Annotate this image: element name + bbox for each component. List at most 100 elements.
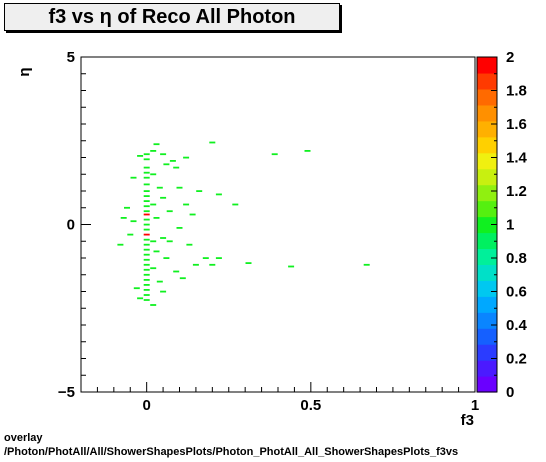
data-cell — [166, 210, 173, 213]
axes: 0 0.5 1 −5 0 5 f3 η — [16, 49, 479, 429]
data-cell — [143, 195, 150, 197]
data-cell — [150, 240, 157, 243]
palette-tick-label: 0.4 — [506, 317, 528, 334]
data-cell — [176, 227, 183, 229]
palette-swatch — [477, 200, 497, 218]
data-cell — [143, 218, 150, 221]
palette-swatch — [477, 312, 497, 329]
data-cell — [143, 233, 150, 236]
data-cell — [143, 200, 150, 202]
data-cell — [143, 294, 150, 296]
data-cell — [153, 217, 160, 219]
data-cell — [150, 267, 157, 270]
y-tick-label: 0 — [67, 217, 75, 234]
data-cell — [143, 228, 150, 231]
footer-line-1: overlay — [4, 432, 43, 444]
data-cell — [143, 205, 150, 208]
data-cell — [143, 176, 150, 179]
data-cell — [143, 210, 150, 213]
data-cell — [150, 304, 157, 306]
data-cell — [143, 238, 150, 241]
palette-swatch — [477, 296, 497, 313]
data-cell — [143, 158, 150, 161]
palette-swatch — [477, 376, 497, 393]
data-cell — [196, 190, 203, 192]
data-cell — [143, 253, 150, 256]
data-cell — [189, 213, 196, 216]
data-cell — [156, 186, 163, 189]
data-cell — [143, 171, 150, 174]
data-cell — [143, 153, 150, 156]
data-cell — [150, 173, 157, 176]
y-tick-label: 5 — [67, 49, 75, 66]
data-cell — [209, 263, 216, 266]
data-cell — [232, 203, 239, 206]
palette-swatch — [477, 72, 497, 90]
data-cell — [143, 268, 150, 271]
data-cell — [176, 186, 183, 189]
data-cell — [143, 273, 150, 276]
palette-swatch — [477, 360, 497, 377]
palette-tick-label: 2 — [506, 49, 514, 66]
data-cell — [183, 156, 190, 159]
data-cell — [117, 243, 124, 246]
data-cell — [363, 263, 370, 266]
palette-tick-label: 1 — [506, 217, 514, 234]
palette-tick-label: 0.6 — [506, 284, 527, 301]
palette-swatch — [477, 232, 497, 250]
data-cell — [271, 153, 278, 156]
data-cell — [127, 233, 134, 236]
y-axis-label: η — [16, 67, 33, 76]
palette-tick-label: 1.6 — [506, 116, 527, 133]
data-cell — [153, 250, 160, 253]
data-cell — [143, 279, 150, 281]
palette-swatch — [477, 280, 497, 297]
color-palette: 0 0.2 0.4 0.6 0.8 1 1.2 1.4 1.6 1.8 2 — [476, 49, 528, 401]
data-cell — [245, 262, 252, 264]
data-cell — [156, 280, 163, 283]
data-cell — [215, 193, 222, 196]
data-cell — [143, 213, 150, 216]
palette-tick-label: 0.2 — [506, 351, 527, 368]
data-cell — [133, 287, 140, 290]
data-cell — [169, 160, 176, 162]
palette-swatch — [477, 264, 497, 281]
data-cell — [288, 265, 295, 268]
data-cell — [143, 248, 150, 251]
data-cell — [143, 166, 150, 169]
data-cell — [173, 270, 180, 273]
palette-swatch — [477, 136, 497, 154]
data-cell — [160, 153, 167, 156]
data-cell — [215, 257, 222, 259]
data-cell — [143, 258, 150, 261]
palette-tick-label: 0 — [506, 384, 514, 401]
title-box: f3 vs η of Reco All Photon — [4, 3, 340, 31]
data-cell — [163, 163, 170, 166]
plot-frame — [80, 56, 476, 393]
data-cell — [143, 243, 150, 246]
data-cell — [143, 263, 150, 266]
palette-swatch — [477, 328, 497, 345]
data-cell — [143, 223, 150, 226]
data-cell — [153, 143, 160, 146]
footer-line-2: /Photon/PhotAll/All/ShowerShapesPlots/Ph… — [4, 446, 459, 458]
data-cell — [160, 196, 167, 199]
data-cell — [143, 299, 150, 301]
data-cell — [130, 176, 137, 179]
data-cell — [143, 183, 150, 186]
palette-swatch — [477, 184, 497, 202]
data-cell — [137, 297, 144, 300]
data-cell — [202, 257, 209, 259]
x-axis-label: f3 — [461, 412, 474, 429]
data-cell — [150, 203, 157, 206]
palette-tick-label: 1.4 — [506, 150, 528, 167]
palette-tick-label: 1.8 — [506, 83, 527, 100]
data-cell — [143, 190, 150, 192]
palette-swatch — [477, 152, 497, 170]
palette-tick-label: 1.2 — [506, 183, 527, 200]
x-tick-label: 0.5 — [300, 397, 321, 414]
data-cell — [186, 243, 193, 246]
data-cell — [137, 155, 144, 157]
data-cell — [304, 150, 311, 152]
